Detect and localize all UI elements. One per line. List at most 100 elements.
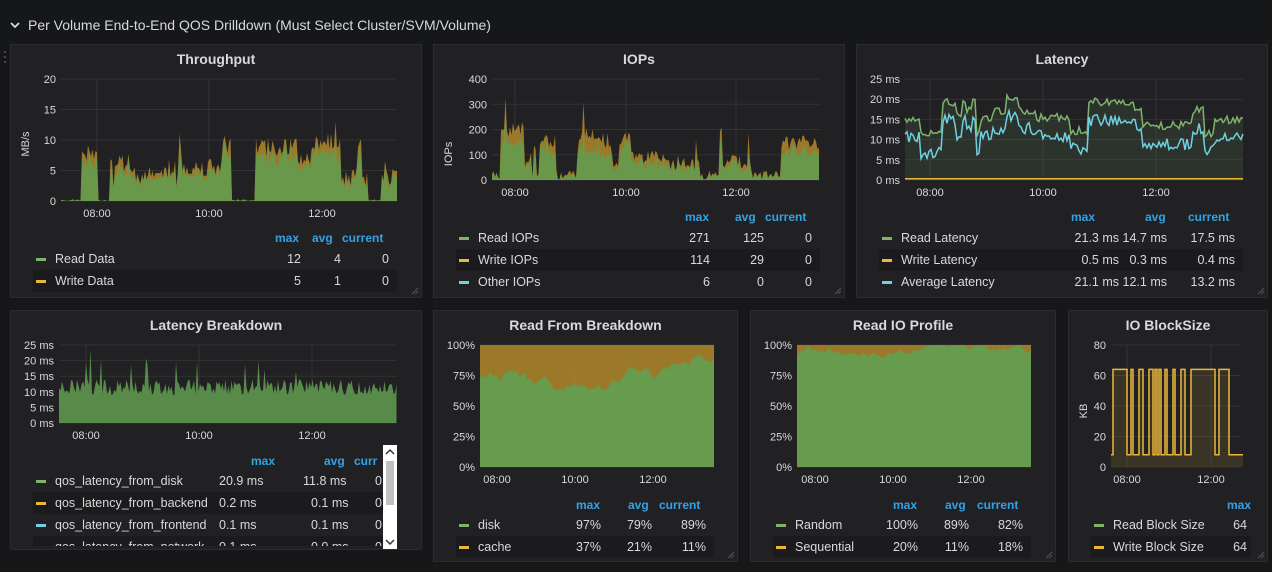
legend-header-max[interactable]: max	[1227, 498, 1252, 512]
series-name: disk	[478, 518, 501, 532]
legend-row[interactable]: qos_latency_from_frontend 0.1 ms 0.1 ms …	[33, 514, 383, 536]
series-marks	[480, 345, 714, 467]
x-tick-label: 10:00	[612, 187, 640, 199]
series-color-swatch	[882, 259, 892, 262]
y-axis-label: MB/s	[20, 131, 32, 157]
legend-scrollbar[interactable]	[383, 445, 397, 549]
legend-row[interactable]: Other IOPs 6 0 0	[456, 271, 820, 293]
series-area-primary	[797, 345, 1031, 467]
legend-row[interactable]: cache 37% 21% 11%	[456, 536, 714, 558]
panel-title: IOPs	[623, 51, 655, 67]
legend-header-current[interactable]: current	[1188, 210, 1230, 224]
legend-header-current[interactable]: current	[977, 498, 1019, 512]
throughput-panel: Throughput MB/s 20 15 10 5 0 08:00 10:00 12:00…	[10, 44, 422, 298]
read-from-chart[interactable]: 100% 75% 50% 25% 0% 08:00 10:00 12:00	[434, 335, 737, 495]
legend-row[interactable]: Read Block Size 64	[1091, 514, 1251, 536]
legend-row[interactable]: Random 100% 89% 82%	[773, 514, 1031, 536]
y-axis-ticks: 400 300 200 100 0	[469, 74, 487, 187]
latency-breakdown-legend[interactable]: max avg curr qos_latency_from_disk 20.9 …	[11, 452, 383, 546]
legend-header-avg[interactable]: avg	[735, 210, 756, 224]
latency-breakdown-panel: Latency Breakdown 25 ms 20 ms 15 ms 10 ms 5 …	[10, 310, 422, 550]
row-header[interactable]: Per Volume End-to-End QOS Drilldown (Mus…	[10, 14, 491, 36]
resize-handle-icon[interactable]	[727, 551, 735, 559]
legend-header-max[interactable]: max	[893, 498, 918, 512]
legend-header-avg[interactable]: avg	[945, 498, 966, 512]
series-name: qos_latency_from_disk	[55, 474, 183, 488]
legend-row[interactable]: Sequential 20% 11% 18%	[773, 536, 1031, 558]
resize-handle-icon[interactable]	[1257, 551, 1265, 559]
legend-header-avg[interactable]: avg	[312, 231, 333, 245]
legend-header-max[interactable]: max	[275, 231, 300, 245]
series-max: 21.1 ms	[1074, 275, 1119, 289]
iops-chart[interactable]: IOPs 400 300 200 100 0 08:00 10:00 12:00	[434, 69, 844, 229]
series-name: qos_latency_from_backend	[55, 496, 208, 510]
series-color-swatch	[459, 259, 469, 262]
legend-row[interactable]: Write Block Size 64	[1091, 536, 1251, 558]
resize-handle-icon[interactable]	[411, 287, 419, 295]
series-name: Write Latency	[901, 253, 978, 267]
latency-legend: max avg current Read Latency 21.3 ms 14.…	[857, 210, 1269, 296]
series-current: 82%	[997, 518, 1023, 532]
y-tick-label: 10	[44, 135, 56, 147]
series-current: 89%	[680, 518, 706, 532]
legend-header-current[interactable]: curr	[354, 454, 378, 468]
series-max: 114	[690, 253, 710, 267]
series-max: 6	[703, 275, 710, 289]
legend-header-max[interactable]: max	[576, 498, 601, 512]
resize-handle-icon[interactable]	[1045, 551, 1053, 559]
series-name: Read Data	[55, 252, 115, 266]
chevron-down-icon[interactable]	[10, 20, 20, 30]
y-tick-label: 25%	[453, 432, 475, 444]
legend-row[interactable]: disk 97% 79% 89%	[456, 514, 714, 536]
legend-header-avg[interactable]: avg	[628, 498, 649, 512]
legend-row[interactable]: qos_latency_from_network 0.1 ms 0.0 ms 0	[33, 536, 383, 546]
legend-header-avg[interactable]: avg	[324, 454, 345, 468]
series-line-read-latency	[904, 92, 1244, 139]
series-color-swatch	[776, 546, 786, 549]
legend-header-avg[interactable]: avg	[1145, 210, 1166, 224]
legend-header-current[interactable]: current	[342, 231, 384, 245]
series-max: 97%	[575, 518, 601, 532]
x-tick-label: 12:00	[722, 187, 750, 199]
legend-row[interactable]: qos_latency_from_disk 20.9 ms 11.8 ms 0	[33, 470, 383, 492]
series-avg: 0.0 ms	[311, 536, 349, 546]
series-color-swatch	[459, 546, 469, 549]
series-current: 18%	[997, 540, 1023, 554]
legend-row[interactable]: qos_latency_from_backend 0.2 ms 0.1 ms 0	[33, 492, 383, 514]
x-tick-label: 08:00	[1113, 474, 1141, 486]
latency-chart[interactable]: 25 ms 20 ms 15 ms 10 ms 5 ms 0 ms 08:00 10:00 1…	[857, 69, 1267, 229]
legend-row[interactable]: Read Latency 21.3 ms 14.7 ms 17.5 ms	[879, 227, 1243, 249]
latency-breakdown-chart[interactable]: 25 ms 20 ms 15 ms 10 ms 5 ms 0 ms 08:00 10:00 1…	[11, 335, 421, 475]
panel-title: IO BlockSize	[1125, 317, 1211, 333]
legend-header-current[interactable]: current	[765, 210, 807, 224]
drag-handle-icon[interactable]	[2, 50, 8, 64]
throughput-chart[interactable]: MB/s 20 15 10 5 0 08:00 10:00 12:00	[11, 69, 421, 244]
legend-row[interactable]: Read IOPs 271 125 0	[456, 227, 820, 249]
x-tick-label: 12:00	[957, 474, 985, 486]
legend-row[interactable]: Read Data 12 4 0	[33, 248, 397, 270]
series-max: 64	[1233, 540, 1247, 554]
legend-header-max[interactable]: max	[685, 210, 710, 224]
legend-row[interactable]: Write Data 5 1 0	[33, 270, 397, 292]
legend-header-max[interactable]: max	[251, 454, 276, 468]
series-marks	[904, 92, 1244, 180]
series-area-read-latency	[905, 95, 1243, 180]
y-axis-ticks: 80 60 40 20 0	[1094, 340, 1106, 474]
series-current: 0	[805, 253, 812, 267]
series-avg: 89%	[943, 518, 969, 532]
series-current: 0	[375, 474, 382, 488]
io-blocksize-chart[interactable]: KB 80 60 40 20 0 08:00 12:00	[1069, 335, 1267, 495]
row-title: Per Volume End-to-End QOS Drilldown (Mus…	[28, 17, 491, 33]
series-current: 17.5 ms	[1190, 231, 1235, 245]
legend-row[interactable]: Average Latency 21.1 ms 12.1 ms 13.2 ms	[879, 271, 1243, 293]
resize-handle-icon[interactable]	[834, 287, 842, 295]
y-tick-label: 10 ms	[870, 135, 900, 147]
read-io-chart[interactable]: 100% 75% 50% 25% 0% 08:00 10:00 12:00	[751, 335, 1055, 495]
resize-handle-icon[interactable]	[1257, 287, 1265, 295]
legend-row[interactable]: Write IOPs 114 29 0	[456, 249, 820, 271]
legend-row[interactable]: Write Latency 0.5 ms 0.3 ms 0.4 ms	[879, 249, 1243, 271]
legend-header-current[interactable]: current	[659, 498, 701, 512]
legend-header-max[interactable]: max	[1071, 210, 1096, 224]
series-name: Write Data	[55, 274, 114, 288]
y-axis-label: IOPs	[443, 141, 455, 166]
